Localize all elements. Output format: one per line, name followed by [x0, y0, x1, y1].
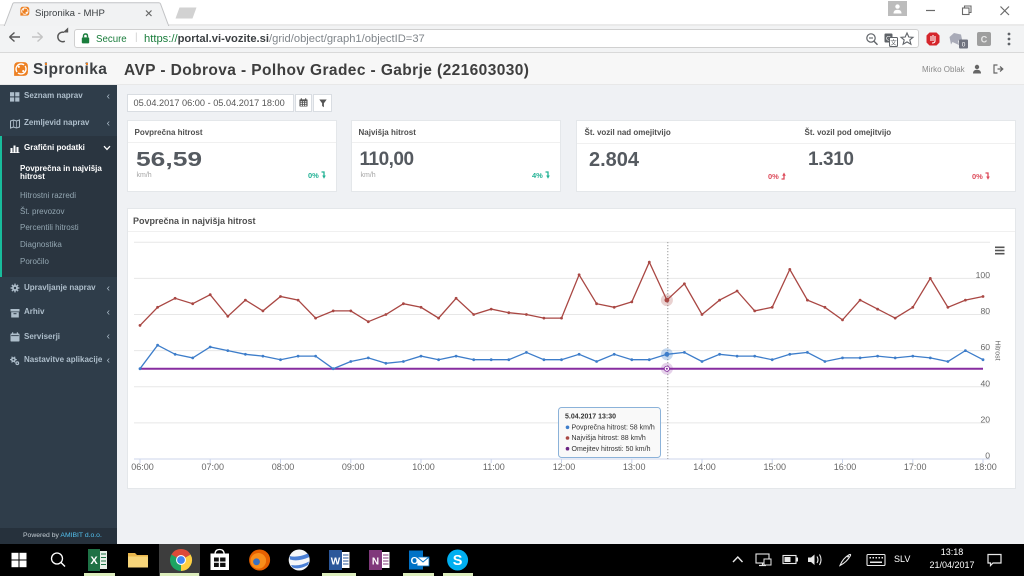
svg-text:O: O — [411, 556, 419, 567]
svg-text:Najvišja hitrost: 88 km/h: Najvišja hitrost: 88 km/h — [572, 435, 646, 442]
svg-text:Povprečna hitrost: 58 km/h: Povprečna hitrost: 58 km/h — [572, 425, 655, 432]
svg-text:11:00: 11:00 — [483, 462, 505, 472]
svg-text:15:00: 15:00 — [764, 462, 787, 472]
svg-text:S: S — [453, 553, 463, 569]
svg-text:N: N — [372, 557, 379, 568]
svg-text:X: X — [90, 555, 98, 567]
svg-text:C: C — [981, 35, 988, 45]
svg-text:08:00: 08:00 — [272, 462, 295, 472]
svg-text:Hitrost: Hitrost — [994, 340, 1001, 360]
svg-text:G: G — [886, 36, 891, 43]
svg-text:60: 60 — [980, 342, 990, 352]
svg-text:20: 20 — [980, 414, 990, 424]
svg-text:16:00: 16:00 — [834, 462, 857, 472]
svg-text:5.04.2017 13:30: 5.04.2017 13:30 — [565, 414, 616, 421]
svg-text:80: 80 — [980, 306, 990, 316]
svg-text:12:00: 12:00 — [553, 462, 576, 472]
svg-text:10:00: 10:00 — [412, 462, 435, 472]
svg-text:07:00: 07:00 — [202, 462, 225, 472]
svg-text:13:00: 13:00 — [623, 462, 646, 472]
svg-text:0: 0 — [985, 451, 990, 461]
svg-text:Omejitev hitrosti: 50 km/h: Omejitev hitrosti: 50 km/h — [572, 446, 651, 453]
svg-text:09:00: 09:00 — [342, 462, 365, 472]
svg-text:100: 100 — [976, 270, 991, 280]
svg-text:17:00: 17:00 — [904, 462, 927, 472]
svg-text:14:00: 14:00 — [693, 462, 716, 472]
svg-text:40: 40 — [980, 378, 990, 388]
svg-text:文: 文 — [890, 38, 897, 47]
svg-text:18:00: 18:00 — [974, 462, 997, 472]
svg-text:06:00: 06:00 — [131, 462, 154, 472]
svg-text:0: 0 — [962, 42, 966, 49]
svg-text:W: W — [331, 557, 341, 568]
